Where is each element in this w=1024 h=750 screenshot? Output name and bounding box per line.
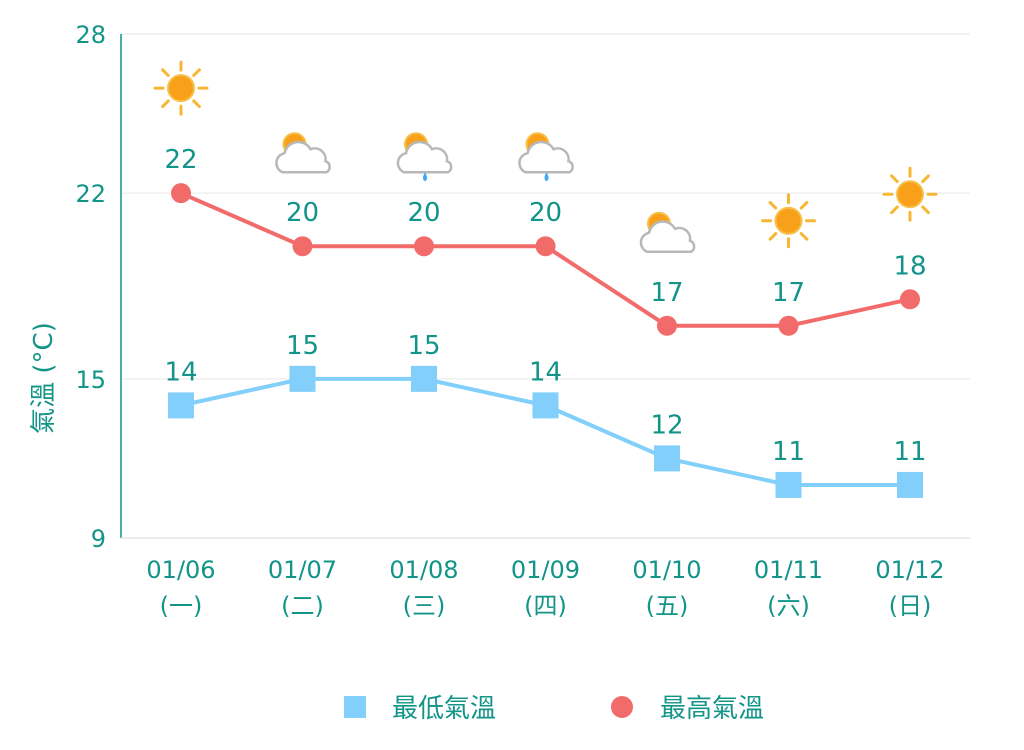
x-tick-date: 01/10: [632, 556, 701, 584]
x-tick-date: 01/06: [146, 556, 215, 584]
y-tick-label: 15: [75, 366, 106, 394]
sun-icon: [761, 193, 816, 249]
sun-disc: [774, 206, 803, 235]
y-tick-labels: 9 15 22 28: [75, 21, 106, 553]
sun-ray: [768, 200, 778, 210]
x-tick-day: (四): [524, 592, 567, 620]
data-label-max: 20: [529, 198, 562, 228]
x-tick-date: 01/08: [389, 556, 458, 584]
x-tick-date: 01/09: [511, 556, 580, 584]
partly-cloudy-icon: [275, 132, 331, 174]
data-point-min: [897, 471, 923, 498]
data-label-max: 22: [164, 145, 197, 175]
y-axis-label: 氣溫 (°C): [29, 322, 59, 434]
data-point-max: [657, 315, 677, 336]
legend-swatch-min: [344, 696, 366, 718]
cloud-shape: [518, 140, 574, 174]
sun-ray: [192, 99, 201, 109]
data-point-max: [292, 236, 313, 257]
partly-cloudy-icon: [639, 211, 696, 254]
partly-cloudy-rain-icon: [396, 132, 453, 182]
sun-icon: [153, 60, 209, 116]
axes: [120, 34, 970, 539]
x-tick-date: 01/11: [754, 556, 823, 584]
legend-item-max[interactable]: 最高氣溫: [611, 694, 764, 724]
sun-disc: [896, 180, 924, 209]
data-label-max: 17: [772, 278, 805, 308]
partly-cloudy-rain-icon: [518, 132, 574, 182]
sun-ray: [921, 205, 930, 215]
data-label-min: 12: [650, 410, 683, 440]
data-point-min: [289, 365, 316, 392]
data-label-min: 11: [893, 437, 926, 467]
data-label-min: 15: [407, 331, 440, 361]
sun-icon: [882, 166, 938, 222]
rain-drop: [423, 172, 427, 182]
x-tick-day: (二): [281, 592, 324, 620]
data-point-max: [778, 315, 799, 336]
legend-label-max: 最高氣溫: [660, 694, 764, 724]
legend-swatch-max: [611, 696, 633, 718]
data-point-max: [535, 236, 556, 257]
data-label-min: 11: [772, 437, 805, 467]
x-tick-day: (五): [646, 592, 689, 620]
y-tick-label: 9: [91, 525, 106, 553]
x-tick-day: (三): [403, 592, 446, 620]
sun-ray: [921, 174, 930, 184]
cloud-shape: [275, 140, 331, 174]
y-tick-label: 22: [75, 180, 106, 208]
rain-drop: [544, 172, 549, 182]
weather-icons: [153, 60, 938, 254]
series: 14 15 15 14 12 11 11 22 20 20 20 17 17 18: [164, 145, 927, 498]
x-tick-day: (一): [160, 592, 203, 620]
sun-ray: [161, 68, 170, 77]
data-point-max: [171, 183, 191, 204]
legend-label-min: 最低氣溫: [392, 694, 496, 724]
data-label-min: 15: [286, 331, 319, 361]
x-tick-labels: 01/06 (一) 01/07 (二) 01/08 (三) 01/09 (四) 01/10 (五)…: [146, 556, 944, 620]
sun-ray: [799, 200, 809, 210]
data-label-max: 20: [407, 198, 440, 228]
grid-lines: [121, 33, 970, 380]
data-point-min: [532, 392, 559, 419]
sun-ray: [768, 232, 778, 241]
x-tick-date: 01/07: [268, 556, 337, 584]
sun-ray: [161, 99, 170, 109]
legend-item-min[interactable]: 最低氣溫: [344, 694, 496, 724]
data-point-min: [654, 445, 680, 472]
data-label-max: 17: [650, 278, 683, 308]
data-label-min: 14: [164, 357, 197, 387]
sun-ray: [799, 232, 809, 241]
data-label-max: 20: [286, 198, 319, 228]
sun-ray: [192, 68, 201, 77]
cloud-shape: [639, 220, 696, 254]
sun-ray: [890, 205, 899, 215]
cloud-shape: [396, 140, 453, 174]
data-point-max: [900, 289, 920, 310]
data-point-max: [414, 236, 434, 257]
sun-disc: [167, 74, 195, 103]
x-tick-day: (日): [889, 592, 932, 620]
legend: 最低氣溫 最高氣溫: [344, 694, 764, 724]
data-point-min: [775, 471, 802, 498]
x-tick-day: (六): [767, 592, 810, 620]
data-label-min: 14: [529, 357, 562, 387]
data-point-min: [411, 365, 437, 392]
data-label-max: 18: [893, 251, 926, 281]
y-tick-label: 28: [75, 21, 106, 49]
data-point-min: [168, 392, 194, 419]
sun-ray: [890, 174, 899, 184]
x-tick-date: 01/12: [875, 556, 944, 584]
